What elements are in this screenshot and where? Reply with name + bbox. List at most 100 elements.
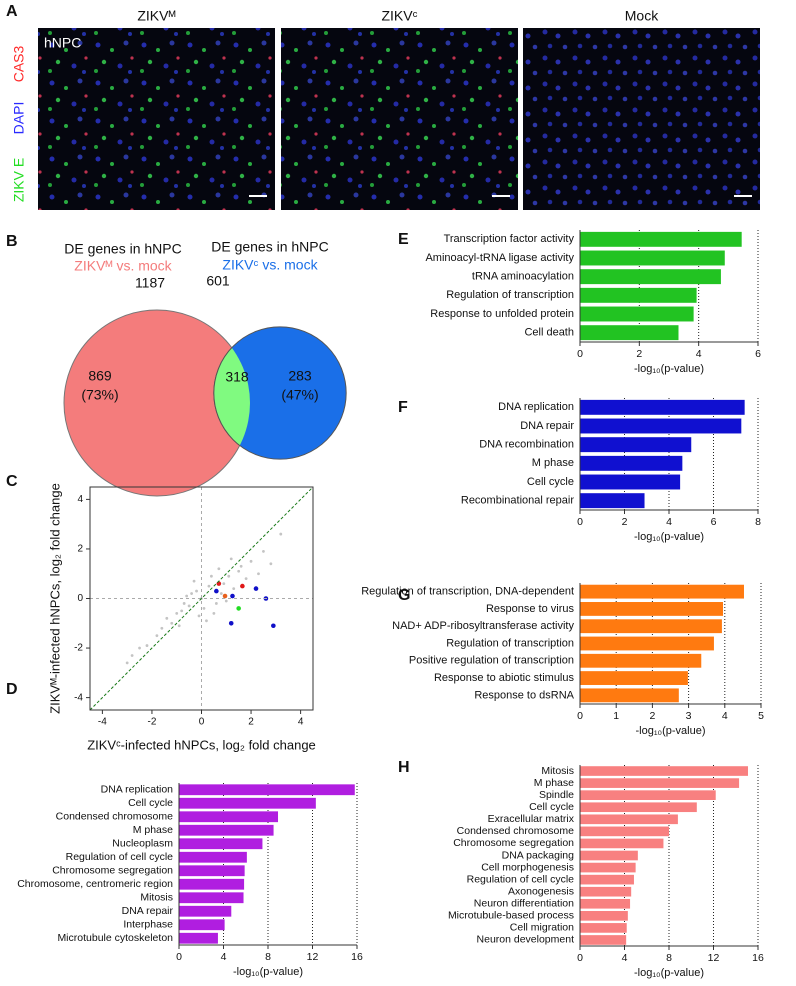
category-label: Regulation of transcription, DNA-depende…: [361, 586, 574, 598]
bar: [580, 766, 748, 776]
category-label: Regulation of cell cycle: [66, 851, 174, 863]
bar: [580, 802, 697, 813]
set-size: 601: [206, 273, 230, 289]
category-label: Chromosome, centromeric region: [17, 878, 173, 890]
set-title: DE genes in hNPC: [64, 241, 182, 257]
point: [217, 567, 221, 571]
x-axis-label: -log₁₀(p-value): [634, 363, 704, 375]
bar: [580, 671, 688, 685]
bar: [580, 325, 679, 341]
point: [271, 623, 276, 629]
region-percent: (73%): [81, 387, 118, 403]
point: [269, 562, 273, 566]
category-label: Recombinational repair: [461, 495, 574, 507]
category-label: Positive regulation of transcription: [409, 655, 574, 667]
panel-letter: D: [6, 681, 18, 698]
point: [279, 532, 283, 536]
x-tick-label: -2: [147, 717, 156, 728]
bar: [580, 790, 716, 800]
set-title: DE genes in hNPC: [211, 239, 329, 255]
bar: [580, 850, 638, 861]
bar: [580, 619, 722, 634]
bar: [179, 811, 279, 823]
x-axis-label: -log₁₀(p-value): [634, 967, 704, 979]
category-label: DNA replication: [498, 401, 574, 413]
point: [192, 579, 196, 583]
y-tick-label: 0: [77, 593, 83, 604]
x-tick-label: -4: [98, 717, 107, 728]
point: [262, 550, 265, 553]
point: [236, 606, 241, 611]
panel-letter: C: [6, 473, 18, 490]
identity-line: [89, 486, 314, 711]
x-axis-label: -log₁₀(p-value): [233, 966, 303, 978]
x-tick-label: 0: [577, 348, 583, 360]
channel-label: DAPI: [11, 102, 27, 135]
column-title: ZIKVᶜ: [381, 8, 417, 24]
point: [214, 602, 218, 605]
x-tick-label: 6: [711, 516, 717, 528]
category-label: NAD+ ADP-ribosyltransferase activity: [392, 620, 574, 632]
panel-letter: B: [6, 233, 18, 250]
bar: [179, 905, 232, 917]
category-label: DNA packaging: [502, 849, 575, 861]
x-tick-label: 4: [221, 951, 227, 963]
bar: [179, 865, 245, 877]
bar: [179, 932, 218, 944]
x-tick-label: 0: [577, 710, 583, 722]
category-label: Exracellular matrix: [488, 813, 575, 825]
bar: [580, 838, 664, 849]
category-label: Response to virus: [486, 603, 575, 615]
point: [229, 557, 233, 561]
bar: [580, 886, 632, 897]
point: [212, 611, 216, 615]
x-tick-label: 4: [696, 348, 702, 360]
x-tick-label: 2: [649, 710, 655, 722]
region-percent: (47%): [281, 387, 318, 403]
x-tick-label: 2: [622, 516, 628, 528]
point: [228, 620, 234, 626]
point: [210, 574, 213, 578]
category-label: DNA repair: [122, 905, 174, 917]
bar: [179, 784, 355, 796]
category-label: Regulation of transcription: [446, 289, 574, 301]
panel-letter: E: [398, 231, 409, 248]
x-tick-label: 8: [265, 951, 271, 963]
bar: [179, 919, 225, 931]
bar: [580, 474, 681, 490]
bar: [580, 935, 627, 945]
point: [205, 619, 208, 623]
region-count: 869: [88, 368, 112, 384]
point: [230, 593, 235, 599]
category-label: Condensed chromosome: [457, 825, 574, 837]
bar: [580, 584, 744, 599]
bar: [580, 437, 692, 453]
point: [180, 609, 184, 613]
bar: [580, 862, 636, 873]
point: [227, 574, 231, 578]
point: [216, 581, 222, 586]
category-label: Regulation of transcription: [446, 637, 574, 649]
x-tick-label: 0: [577, 952, 583, 964]
point: [249, 559, 253, 563]
category-label: Cell death: [524, 327, 574, 339]
panel-letter: G: [398, 587, 410, 604]
bar: [580, 898, 631, 909]
category-label: DNA replication: [101, 784, 174, 796]
point: [160, 626, 164, 630]
category-label: Mitosis: [140, 892, 173, 904]
point: [155, 634, 159, 638]
point: [185, 594, 189, 598]
bar: [580, 826, 669, 837]
point: [239, 564, 243, 568]
panel-letter: H: [398, 759, 410, 776]
x-tick-label: 12: [708, 952, 720, 964]
micrograph-cells: [281, 28, 518, 210]
category-label: Spindle: [539, 789, 574, 801]
point: [232, 587, 236, 590]
category-label: Chromosome segregation: [52, 865, 173, 877]
x-tick-label: 3: [686, 710, 692, 722]
x-tick-label: 8: [755, 516, 761, 528]
x-tick-label: 4: [622, 952, 628, 964]
